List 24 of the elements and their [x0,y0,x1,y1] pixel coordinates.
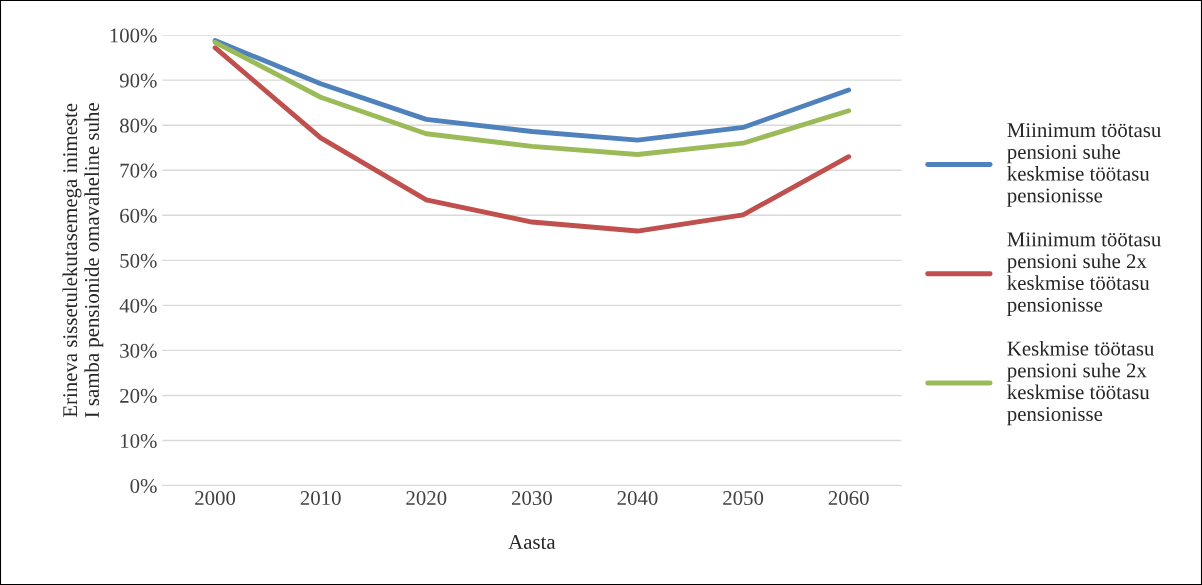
y-tick-label: 90% [119,73,157,88]
y-tick-label: 20% [120,388,157,403]
x-tick-label: 2000 [195,491,236,506]
x-tick-label: 2040 [617,491,658,506]
x-tick-label: 2020 [406,491,447,506]
x-tick-label: 2060 [828,491,869,506]
x-tick-label: 2010 [300,491,341,506]
y-tick-label: 100% [110,28,157,43]
y-tick-label: 70% [120,163,157,178]
y-axis-title: Erineva sissetulekutasemega inimeste I samba pensionide omavaheline suhe [62,103,104,418]
y-tick-label: 10% [121,433,157,449]
line-series [212,45,852,234]
y-tick-label: 80% [120,118,157,133]
legend-label: Keskmise töötasu pensioni suhe 2x keskmise töötasu pensionisse [1007,340,1155,426]
y-tick-label: 0% [130,478,157,494]
y-tick-label: 30% [120,343,157,358]
x-tick-label: 2030 [511,491,552,506]
y-tick-label: 40% [119,298,157,313]
y-tick-label: 60% [120,208,157,223]
legend-label: Miinimum töötasu pensioni suhe keskmise töötasu pensionisse [1007,123,1161,207]
legend-label: Miinimum töötasu pensioni suhe 2x keskmise töötasu pensionisse [1007,232,1161,316]
x-tick-label: 2050 [723,491,764,506]
y-tick-label: 50% [120,253,157,268]
x-axis-title: Aasta [508,535,556,549]
